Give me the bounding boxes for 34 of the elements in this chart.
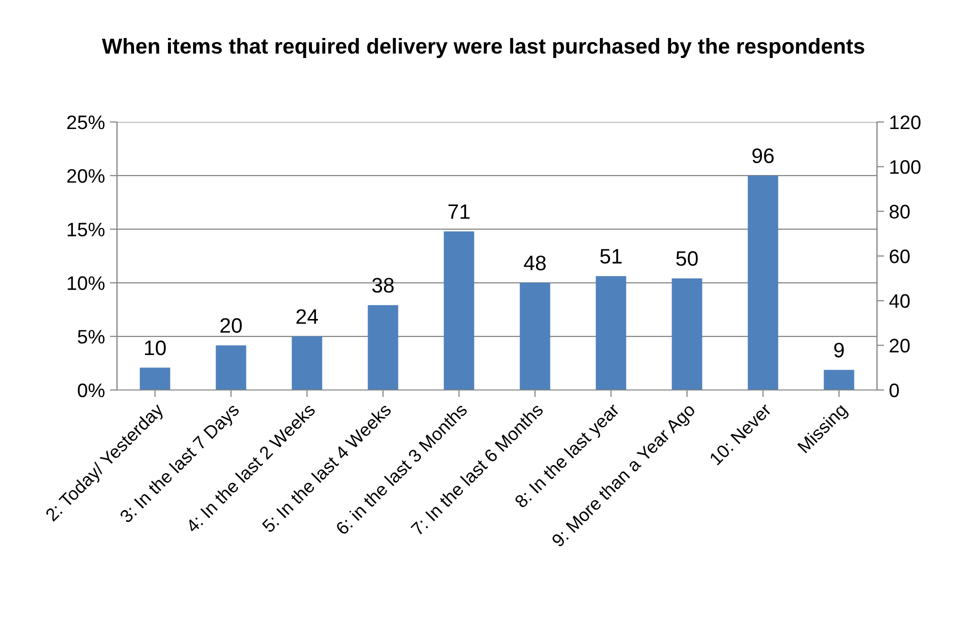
bar xyxy=(368,305,398,390)
data-label: 20 xyxy=(220,318,242,333)
bar xyxy=(520,282,550,390)
y-tick-label: 10% xyxy=(68,276,105,290)
bar xyxy=(216,345,246,390)
y2-tick-label: 0 xyxy=(890,383,899,398)
data-label: 38 xyxy=(372,278,394,293)
bar xyxy=(748,176,778,390)
y2-tick-label: 40 xyxy=(889,294,910,308)
y-tick-label: 5% xyxy=(78,330,105,344)
y-tick-label: 20% xyxy=(67,169,105,183)
data-label: 9 xyxy=(834,342,844,358)
chart-title: When items that required delivery were last purchased by the respondents xyxy=(102,38,864,58)
y-tick-label: 25% xyxy=(67,115,105,130)
bar xyxy=(596,276,626,390)
bar xyxy=(824,370,854,390)
data-label: 71 xyxy=(448,204,470,219)
bar xyxy=(140,368,170,390)
bar xyxy=(292,336,322,390)
bar xyxy=(444,231,474,390)
y2-tick-label: 100 xyxy=(890,160,920,174)
bar xyxy=(672,278,702,390)
y2-tick-label: 20 xyxy=(890,338,910,353)
data-label: 96 xyxy=(752,148,774,164)
y-tick-label: 15% xyxy=(68,222,105,236)
y2-tick-label: 120 xyxy=(890,115,920,130)
data-label: 51 xyxy=(600,249,622,264)
data-label: 48 xyxy=(524,256,546,270)
data-label: 24 xyxy=(296,309,318,324)
y2-tick-label: 80 xyxy=(890,204,910,219)
y-tick-label: 0% xyxy=(78,383,105,398)
data-label: 10 xyxy=(145,340,166,356)
y2-tick-label: 60 xyxy=(890,249,910,264)
data-label: 50 xyxy=(676,251,698,266)
